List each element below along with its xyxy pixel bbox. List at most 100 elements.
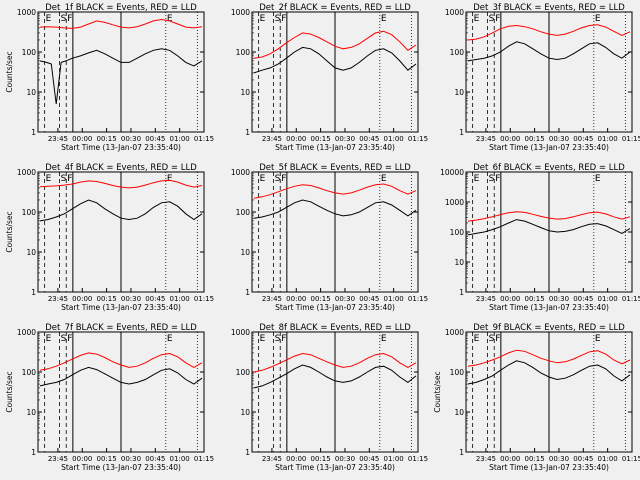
panel-title: Det_6f BLACK = Events, RED = LLD bbox=[473, 163, 625, 173]
x-tick-label: 00:45 bbox=[145, 295, 165, 303]
marker-label: E bbox=[167, 14, 173, 24]
marker-label: E bbox=[46, 334, 52, 344]
panel-2: Det_2f BLACK = Events, RED = LLD 1 10 100 10… bbox=[231, 3, 428, 152]
series-line-lld bbox=[39, 179, 203, 189]
marker-label: E bbox=[381, 174, 387, 184]
y-tick-label: 1 bbox=[459, 448, 464, 457]
y-tick-label: 1 bbox=[459, 288, 464, 297]
x-tick-label: 00:45 bbox=[573, 135, 593, 143]
y-tick-label: 10 bbox=[454, 88, 464, 97]
marker-label: F bbox=[281, 14, 286, 24]
y-tick-label: 100 bbox=[450, 368, 465, 377]
y-tick-label: 1 bbox=[31, 448, 36, 457]
x-tick-label: 23:45 bbox=[476, 455, 496, 463]
marker-label: S bbox=[275, 14, 281, 24]
x-tick-label: 00:30 bbox=[549, 135, 569, 143]
y-tick-label: 100 bbox=[450, 228, 465, 237]
panel-title: Det_2f BLACK = Events, RED = LLD bbox=[259, 3, 411, 13]
y-tick-label: 1 bbox=[245, 128, 250, 137]
x-tick-label: 01:00 bbox=[170, 455, 190, 463]
x-tick-label: 00:00 bbox=[286, 295, 306, 303]
panel-title: Det_4f BLACK = Events, RED = LLD bbox=[45, 163, 197, 173]
marker-label: S bbox=[489, 334, 495, 344]
marker-label: F bbox=[495, 14, 500, 24]
marker-label: F bbox=[281, 174, 286, 184]
x-axis-label: Start Time (13-Jan-07 23:35:40) bbox=[61, 303, 181, 312]
x-tick-label: 00:15 bbox=[525, 455, 545, 463]
x-tick-label: 01:15 bbox=[622, 455, 640, 463]
series-line-events bbox=[253, 46, 417, 74]
y-tick-label: 1000 bbox=[445, 328, 464, 337]
y-tick-label: 1000 bbox=[445, 8, 464, 17]
x-tick-label: 23:45 bbox=[262, 135, 282, 143]
x-tick-label: 00:30 bbox=[549, 455, 569, 463]
x-axis-label: Start Time (13-Jan-07 23:35:40) bbox=[489, 303, 609, 312]
x-tick-label: 00:45 bbox=[359, 295, 379, 303]
x-tick-label: 01:15 bbox=[194, 135, 214, 143]
series-line-events bbox=[467, 41, 631, 62]
x-tick-label: 00:15 bbox=[311, 295, 331, 303]
panel-4: Det_4f BLACK = Events, RED = LLD 1 10 100 10… bbox=[5, 163, 214, 312]
panel-6: Det_6f BLACK = Events, RED = LLD 1 10 100 10… bbox=[440, 163, 640, 312]
panel-5: Det_5f BLACK = Events, RED = LLD 1 10 100 10… bbox=[231, 163, 428, 312]
x-tick-label: 00:30 bbox=[121, 135, 141, 143]
panel-title: Det_1f BLACK = Events, RED = LLD bbox=[45, 3, 197, 13]
marker-label: F bbox=[67, 14, 72, 24]
panel-title: Det_9f BLACK = Events, RED = LLD bbox=[473, 323, 625, 333]
marker-label: E bbox=[381, 14, 387, 24]
series-line-events bbox=[253, 364, 417, 389]
marker-label: E bbox=[474, 174, 480, 184]
series-line-lld bbox=[467, 211, 631, 222]
x-tick-label: 00:15 bbox=[525, 295, 545, 303]
y-tick-label: 1000 bbox=[445, 198, 464, 207]
y-axis-label: Counts/sec bbox=[5, 211, 14, 252]
y-tick-label: 10000 bbox=[440, 168, 464, 177]
y-tick-label: 100 bbox=[236, 48, 251, 57]
panel-3: Det_3f BLACK = Events, RED = LLD 1 10 100 10… bbox=[445, 3, 640, 152]
marker-label: F bbox=[495, 174, 500, 184]
x-tick-label: 01:00 bbox=[598, 455, 618, 463]
series-line-lld bbox=[467, 24, 631, 41]
x-tick-label: 00:45 bbox=[145, 455, 165, 463]
y-tick-label: 100 bbox=[22, 48, 37, 57]
x-tick-label: 01:00 bbox=[598, 295, 618, 303]
x-tick-label: 00:45 bbox=[573, 295, 593, 303]
marker-label: E bbox=[260, 14, 266, 24]
y-tick-label: 1 bbox=[245, 448, 250, 457]
y-tick-label: 100 bbox=[450, 48, 465, 57]
marker-label: S bbox=[61, 334, 67, 344]
x-tick-label: 01:15 bbox=[194, 295, 214, 303]
marker-label: S bbox=[61, 174, 67, 184]
y-tick-label: 1000 bbox=[231, 328, 250, 337]
marker-label: E bbox=[167, 174, 173, 184]
x-tick-label: 01:15 bbox=[408, 295, 428, 303]
series-line-lld bbox=[39, 18, 203, 29]
y-tick-label: 10 bbox=[26, 88, 36, 97]
series-line-events bbox=[467, 219, 631, 236]
x-tick-label: 01:15 bbox=[408, 455, 428, 463]
y-tick-label: 1 bbox=[31, 288, 36, 297]
x-tick-label: 01:15 bbox=[194, 455, 214, 463]
x-tick-label: 00:00 bbox=[72, 455, 92, 463]
x-tick-label: 00:15 bbox=[97, 295, 117, 303]
marker-label: E bbox=[474, 334, 480, 344]
x-axis-label: Start Time (13-Jan-07 23:35:40) bbox=[489, 463, 609, 472]
x-tick-label: 01:15 bbox=[408, 135, 428, 143]
marker-label: E bbox=[167, 334, 173, 344]
y-tick-label: 10 bbox=[240, 88, 250, 97]
x-tick-label: 00:00 bbox=[286, 455, 306, 463]
y-tick-label: 1000 bbox=[17, 8, 36, 17]
marker-label: S bbox=[61, 14, 67, 24]
series-line-lld bbox=[253, 183, 417, 199]
panel-title: Det_8f BLACK = Events, RED = LLD bbox=[259, 323, 411, 333]
x-tick-label: 23:45 bbox=[48, 135, 68, 143]
y-tick-label: 10 bbox=[454, 258, 464, 267]
y-axis-label: Counts/sec bbox=[5, 51, 14, 92]
x-tick-label: 01:00 bbox=[170, 295, 190, 303]
marker-label: F bbox=[281, 334, 286, 344]
panel-9: Det_9f BLACK = Events, RED = LLD 1 10 100 10… bbox=[433, 323, 640, 472]
marker-label: E bbox=[260, 174, 266, 184]
y-tick-label: 100 bbox=[236, 368, 251, 377]
x-tick-label: 00:00 bbox=[500, 455, 520, 463]
